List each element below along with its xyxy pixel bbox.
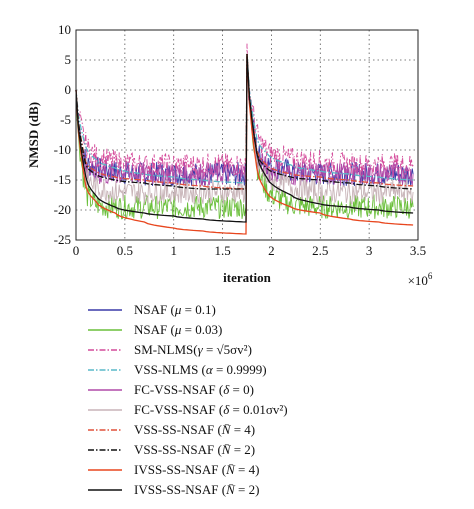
legend-item: NSAF (μ = 0.03) <box>88 320 468 340</box>
x-tick-labels: 0 0.5 1 1.5 2 2.5 3 3.5 <box>73 243 426 258</box>
y-tick-label: -15 <box>54 172 71 187</box>
legend-label: IVSS-SS-NSAF (N̄ = 4) <box>134 462 260 477</box>
legend-swatch <box>88 309 122 311</box>
legend-label: SM-NLMS(γ = √5σv²) <box>134 342 252 357</box>
nmsd-chart: 0 0.5 1 1.5 2 2.5 3 3.5 10 5 0 -5 -10 -15 -20 -25 iter… <box>26 22 433 285</box>
legend-label: NSAF (μ = 0.1) <box>134 302 216 317</box>
legend-item: FC-VSS-NSAF (δ = 0) <box>88 380 468 400</box>
legend-item: VSS-SS-NSAF (N̄ = 4) <box>88 420 468 440</box>
plot-frame <box>75 29 419 241</box>
series-line-10 <box>75 53 414 223</box>
legend-swatch <box>88 449 122 451</box>
legend-label: VSS-SS-NSAF (N̄ = 4) <box>134 422 256 437</box>
series-line-1 <box>75 53 414 188</box>
series-line-3 <box>75 43 414 178</box>
legend-item: IVSS-SS-NSAF (N̄ = 4) <box>88 460 468 480</box>
legend-swatch <box>88 489 122 491</box>
y-tick-labels: 10 5 0 -5 -10 -15 -20 -25 <box>54 22 71 247</box>
x-tick-label: 1.5 <box>214 243 230 258</box>
legend-item: VSS-NLMS (α = 0.9999) <box>88 360 468 380</box>
legend-item: VSS-SS-NSAF (N̄ = 2) <box>88 440 468 460</box>
y-tick-label: 10 <box>58 22 71 37</box>
legend-swatch <box>88 409 122 411</box>
y-tick-label: -25 <box>54 232 71 247</box>
x-tick-label: 2.5 <box>312 243 328 258</box>
legend: NSAF (μ = 0.1) NSAF (μ = 0.03) SM-NLMS(γ =… <box>88 300 468 500</box>
legend-label: FC-VSS-NSAF (δ = 0) <box>134 382 254 397</box>
x-tick-label: 3.5 <box>410 243 426 258</box>
legend-swatch <box>88 389 122 391</box>
y-tick-label: 0 <box>65 82 72 97</box>
legend-item: SM-NLMS(γ = √5σv²) <box>88 340 468 360</box>
legend-label: NSAF (μ = 0.03) <box>134 322 223 337</box>
x-tick-label: 0 <box>73 243 80 258</box>
y-tick-label: -20 <box>54 202 71 217</box>
x-tick-label: 0.5 <box>117 243 133 258</box>
legend-swatch <box>88 469 122 471</box>
series-line-5 <box>75 61 414 187</box>
series-line-9 <box>75 53 414 235</box>
y-tick-label: 5 <box>65 52 72 67</box>
legend-label: VSS-SS-NSAF (N̄ = 2) <box>134 442 256 457</box>
legend-swatch <box>88 349 122 351</box>
x-tick-label: 3 <box>366 243 373 258</box>
series-lines <box>75 43 414 235</box>
x-tick-label: 1 <box>170 243 177 258</box>
legend-swatch <box>88 429 122 431</box>
y-tick-label: -10 <box>54 142 71 157</box>
series-line-7 <box>75 53 414 190</box>
legend-label: VSS-NLMS (α = 0.9999) <box>134 362 267 377</box>
x-axis-label: iteration <box>223 270 271 285</box>
y-tick-label: -5 <box>60 112 71 127</box>
legend-item: NSAF (μ = 0.1) <box>88 300 468 320</box>
legend-swatch <box>88 329 122 331</box>
legend-swatch <box>88 369 122 371</box>
x-tick-label: 2 <box>268 243 275 258</box>
legend-label: IVSS-SS-NSAF (N̄ = 2) <box>134 482 260 497</box>
y-axis-label: NMSD (dB) <box>26 102 41 168</box>
legend-label: FC-VSS-NSAF (δ = 0.01σv²) <box>134 402 288 417</box>
series-line-6 <box>75 53 414 205</box>
legend-item: FC-VSS-NSAF (δ = 0.01σv²) <box>88 400 468 420</box>
series-line-8 <box>75 53 414 190</box>
x-multiplier-label: ×106 <box>408 271 433 285</box>
legend-item: IVSS-SS-NSAF (N̄ = 2) <box>88 480 468 500</box>
